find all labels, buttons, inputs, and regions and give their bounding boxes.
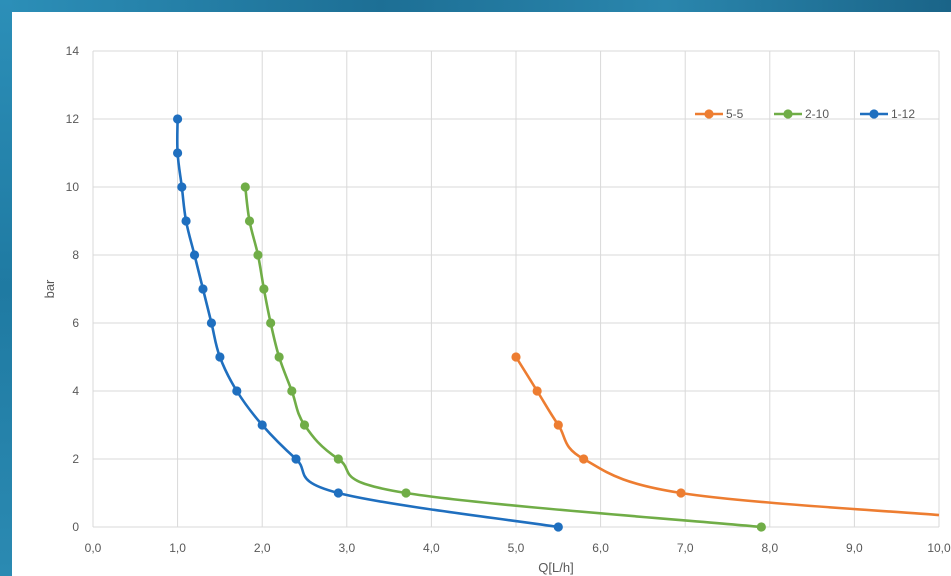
x-tick-label: 9,0 xyxy=(846,541,863,555)
series-2-10-point xyxy=(240,182,250,192)
legend: 5-5 2-10 1-12 xyxy=(695,107,915,121)
line-chart: 0,0 1,0 2,0 3,0 4,0 5,0 6,0 7,0 8,0 9,0 10,0 0 2 4 6 8… xyxy=(42,44,951,575)
x-tick-label: 5,0 xyxy=(508,541,525,555)
x-tick-label: 1,0 xyxy=(169,541,186,555)
series-1-12-point xyxy=(291,454,301,464)
series-1-12-point xyxy=(215,352,225,362)
series-2-10-point xyxy=(333,454,343,464)
series-1-12-point xyxy=(173,148,183,158)
series-1-12-point xyxy=(333,488,343,498)
series-1-12-point xyxy=(189,250,200,260)
x-tick-label: 0,0 xyxy=(85,541,102,555)
y-tick-label: 12 xyxy=(66,112,80,126)
x-axis-title: Q[L/h] xyxy=(538,560,573,575)
series-5-5-point xyxy=(511,352,521,362)
y-axis-ticks: 0 2 4 6 8 10 12 14 xyxy=(66,44,80,534)
frame-left-border xyxy=(0,0,12,576)
series-2-10-point xyxy=(287,386,297,396)
chart-panel: 0,0 1,0 2,0 3,0 4,0 5,0 6,0 7,0 8,0 9,0 10,0 0 2 4 6 8… xyxy=(12,12,951,576)
x-tick-label: 3,0 xyxy=(338,541,355,555)
series-2-10-point xyxy=(253,250,263,260)
y-axis-title: bar xyxy=(42,279,57,298)
x-tick-label: 6,0 xyxy=(592,541,609,555)
y-tick-label: 0 xyxy=(72,520,79,534)
series-1-12-point xyxy=(177,182,187,192)
legend-2-10-marker xyxy=(783,109,793,119)
legend-2-10-label: 2-10 xyxy=(805,107,829,121)
legend-1-12-marker xyxy=(869,109,879,119)
series-2-10-point xyxy=(299,420,310,430)
series-1-12-point xyxy=(198,284,208,294)
series-1-12-point xyxy=(173,114,183,124)
x-tick-label: 8,0 xyxy=(761,541,778,555)
series-5-5-point xyxy=(532,386,542,396)
y-tick-label: 10 xyxy=(66,180,80,194)
series-5-5-line xyxy=(514,356,940,517)
series-1-12-point xyxy=(257,420,267,430)
x-tick-label: 7,0 xyxy=(677,541,694,555)
y-tick-label: 14 xyxy=(66,44,80,58)
x-axis-ticks: 0,0 1,0 2,0 3,0 4,0 5,0 6,0 7,0 8,0 9,0 10,0 xyxy=(85,541,951,555)
legend-1-12-label: 1-12 xyxy=(891,107,915,121)
series-5-5-point xyxy=(553,420,563,430)
series-2-10-line xyxy=(243,186,762,529)
series-5-5-point xyxy=(676,488,686,498)
y-tick-label: 6 xyxy=(72,316,79,330)
y-tick-label: 8 xyxy=(72,248,79,262)
legend-5-5-label: 5-5 xyxy=(726,107,744,121)
series-2-10-point xyxy=(259,284,269,294)
series-2-10-point xyxy=(274,352,284,362)
y-tick-label: 2 xyxy=(72,452,79,466)
x-tick-label: 2,0 xyxy=(254,541,271,555)
legend-5-5-marker xyxy=(704,109,714,119)
series-1-12-point xyxy=(181,216,191,226)
frame-top-border xyxy=(0,0,951,12)
series-2-10-point xyxy=(266,318,276,328)
series-1-12-point xyxy=(232,386,242,396)
x-tick-label: 10,0 xyxy=(927,541,951,555)
series-2-10-point xyxy=(756,522,766,532)
series-2-10-point xyxy=(244,216,255,226)
series-2-10-point xyxy=(401,488,411,498)
series-5-5-point xyxy=(579,454,589,464)
y-tick-label: 4 xyxy=(72,384,79,398)
series-1-12-point xyxy=(206,318,217,328)
series-1-12-point xyxy=(553,522,563,532)
x-tick-label: 4,0 xyxy=(423,541,440,555)
grid-lines xyxy=(92,50,940,528)
series-group xyxy=(173,114,940,532)
